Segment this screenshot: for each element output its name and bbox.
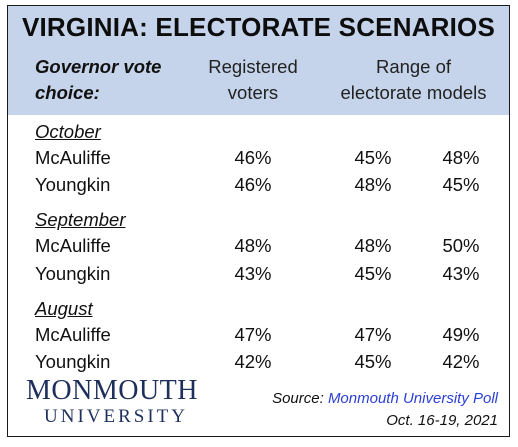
page-title: VIRGINIA: ELECTORATE SCENARIOS xyxy=(21,12,496,42)
model-a-value: 45% xyxy=(354,263,392,284)
logo-line1: MONMOUTH xyxy=(26,375,198,406)
model-b-value: 45% xyxy=(442,174,480,195)
model-a-value: 47% xyxy=(354,324,392,345)
governor-vote-column-header: Governor vote choice: xyxy=(35,54,161,106)
monmouth-university-logo: MONMOUTH UNIVERSITY xyxy=(26,376,226,428)
registered-header-line2: voters xyxy=(227,82,279,103)
source-poll-name: Monmouth University Poll xyxy=(327,390,498,407)
candidate-name: McAuliffe xyxy=(35,235,111,256)
range-header-line1: Range of xyxy=(375,56,452,77)
model-b-value: 42% xyxy=(442,351,480,372)
model-b-value: 50% xyxy=(442,235,480,256)
model-a-value: 48% xyxy=(354,174,392,195)
range-header-line2: electorate models xyxy=(340,82,487,103)
source-date: Oct. 16-19, 2021 xyxy=(386,412,498,429)
registered-value: 48% xyxy=(234,235,272,256)
registered-value: 46% xyxy=(234,174,272,195)
source-prefix: Source: xyxy=(272,390,324,407)
registered-value: 47% xyxy=(234,324,272,345)
candidate-name: Youngkin xyxy=(35,174,111,195)
candidate-name: McAuliffe xyxy=(35,324,111,345)
registered-value: 43% xyxy=(234,263,272,284)
model-a-value: 45% xyxy=(354,351,392,372)
table-row: Youngkin 42% 45% 42% xyxy=(8,351,509,377)
model-b-value: 43% xyxy=(442,263,480,284)
candidate-name: McAuliffe xyxy=(35,147,111,168)
source-note: Source: Monmouth University Poll Oct. 16… xyxy=(240,388,498,432)
governor-header-line2: choice: xyxy=(35,82,100,103)
logo-line2: UNIVERSITY xyxy=(44,406,188,427)
table-row: McAuliffe 46% 45% 48% xyxy=(8,147,509,173)
section-label-august: August xyxy=(35,298,93,319)
table-header: VIRGINIA: ELECTORATE SCENARIOS Governor … xyxy=(8,6,509,115)
table-row: Youngkin 43% 45% 43% xyxy=(8,263,509,289)
model-b-value: 49% xyxy=(442,324,480,345)
model-a-value: 45% xyxy=(354,147,392,168)
registered-value: 42% xyxy=(234,351,272,372)
section-label-september: September xyxy=(35,209,126,230)
table-row: McAuliffe 47% 47% 49% xyxy=(8,324,509,350)
model-b-value: 48% xyxy=(442,147,480,168)
registered-header-line1: Registered xyxy=(208,56,298,77)
table-row: Youngkin 46% 48% 45% xyxy=(8,174,509,200)
registered-voters-column-header: Registered voters xyxy=(193,54,313,106)
table-row: McAuliffe 48% 48% 50% xyxy=(8,235,509,261)
section-label-october: October xyxy=(35,121,101,142)
range-column-header: Range of electorate models xyxy=(326,54,501,106)
registered-value: 46% xyxy=(234,147,272,168)
governor-header-line1: Governor vote xyxy=(35,56,162,77)
candidate-name: Youngkin xyxy=(35,263,111,284)
model-a-value: 48% xyxy=(354,235,392,256)
poll-table-card: VIRGINIA: ELECTORATE SCENARIOS Governor … xyxy=(7,5,510,437)
candidate-name: Youngkin xyxy=(35,351,111,372)
